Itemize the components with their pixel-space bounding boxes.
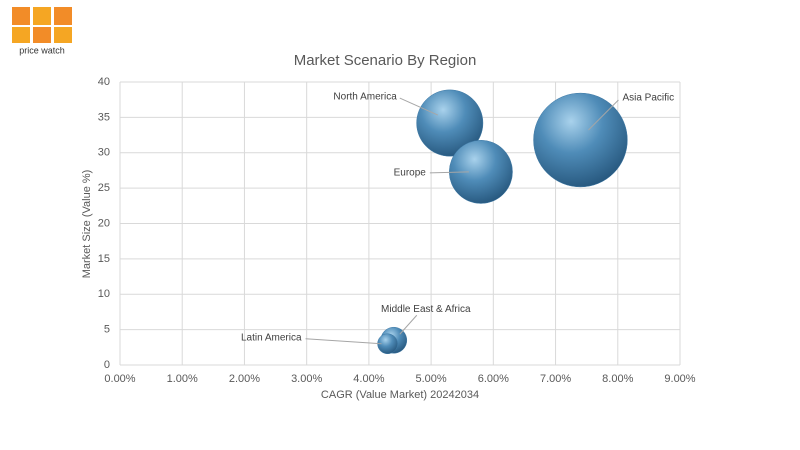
x-tick-label: 7.00% [540, 373, 571, 385]
data-label: Europe [394, 167, 427, 178]
x-tick-label: 9.00% [664, 373, 695, 385]
y-tick-label: 30 [98, 147, 110, 159]
x-tick-label: 0.00% [104, 373, 135, 385]
x-tick-label: 6.00% [478, 373, 509, 385]
bubble [533, 92, 628, 188]
x-tick-label: 5.00% [416, 373, 447, 385]
logo-block [54, 7, 72, 25]
leader-line [588, 99, 619, 131]
logo-block [12, 27, 30, 43]
bubble [416, 89, 484, 157]
data-label: Middle East & Africa [381, 304, 471, 315]
leader-line [399, 314, 418, 335]
x-tick-label: 8.00% [602, 373, 633, 385]
y-tick-label: 15 [98, 253, 110, 265]
logo-block [33, 7, 51, 25]
x-tick-label: 2.00% [229, 373, 260, 385]
data-label: Latin America [241, 332, 302, 343]
x-tick-label: 4.00% [353, 373, 384, 385]
x-tick-label: 3.00% [291, 373, 322, 385]
chart-title: Market Scenario By Region [294, 52, 477, 69]
y-tick-label: 0 [104, 359, 110, 371]
y-tick-label: 10 [98, 288, 110, 300]
data-label: Asia Pacific [622, 93, 674, 104]
logo-block [12, 7, 30, 25]
leader-line [429, 171, 469, 174]
leader-line [305, 338, 382, 345]
y-tick-label: 20 [98, 217, 110, 229]
y-axis-title: Market Size (Value %) [81, 170, 93, 279]
y-tick-label: 25 [98, 182, 110, 194]
bubble [449, 139, 513, 204]
logo-block [33, 27, 51, 43]
x-tick-label: 1.00% [167, 373, 198, 385]
logo-text: price watch [19, 45, 65, 55]
data-label: North America [333, 92, 397, 103]
y-tick-label: 35 [98, 111, 110, 123]
leader-line [399, 97, 438, 116]
logo-block [54, 27, 72, 43]
y-tick-label: 5 [104, 324, 110, 336]
y-tick-label: 40 [98, 76, 110, 88]
x-axis-title: CAGR (Value Market) 20242034 [321, 389, 479, 401]
logo: price watch [12, 7, 72, 55]
